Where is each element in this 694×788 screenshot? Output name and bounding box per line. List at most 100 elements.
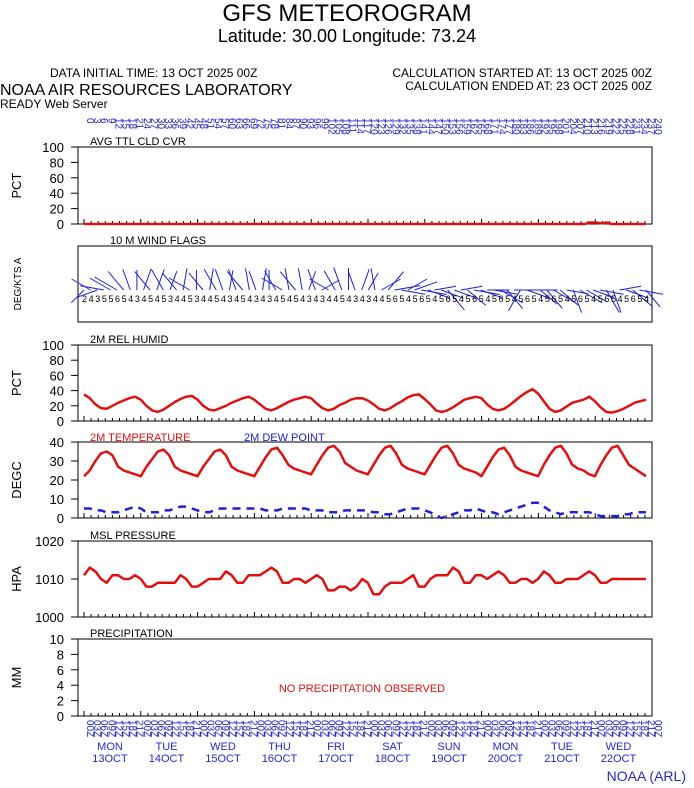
utc-time-label: 06Z bbox=[212, 720, 223, 737]
wind-speed-label: 5 bbox=[545, 294, 550, 304]
wind-speed-label: 4 bbox=[300, 294, 305, 304]
date-label: 20OCT bbox=[488, 753, 524, 765]
wind-speed-label: 5 bbox=[214, 294, 219, 304]
utc-time-label: 00Z bbox=[141, 720, 152, 737]
forecast-hour-label: 201 bbox=[560, 118, 571, 135]
wind-flag bbox=[333, 267, 343, 291]
wind-flag bbox=[297, 268, 303, 291]
forecast-hour-label: 81 bbox=[276, 118, 287, 130]
wind-speed-label: 5 bbox=[161, 294, 166, 304]
forecast-hour-label: 183 bbox=[517, 118, 528, 135]
wind-flag bbox=[645, 289, 661, 308]
wind-flag bbox=[162, 272, 177, 291]
wind-speed-label: 4 bbox=[459, 294, 464, 304]
temperature-legend: 2M TEMPERATURE bbox=[90, 432, 190, 444]
utc-time-label: 06Z bbox=[382, 720, 393, 737]
utc-time-label: 18Z bbox=[411, 720, 422, 737]
wind-speed-label: 5 bbox=[148, 294, 153, 304]
forecast-hour-label: 18 bbox=[127, 118, 138, 130]
forecast-hour-label: 237 bbox=[645, 118, 656, 135]
forecast-hour-label: 60 bbox=[226, 118, 237, 130]
day-of-week-label: MON bbox=[97, 741, 123, 753]
utc-time-label: 06Z bbox=[269, 720, 280, 737]
day-of-week-label: THU bbox=[268, 741, 291, 753]
utc-time-label: 15Z bbox=[347, 720, 358, 737]
wind-speed-label: 3 bbox=[227, 294, 232, 304]
wind-flag bbox=[134, 271, 151, 291]
utc-time-label: 15Z bbox=[460, 720, 471, 737]
utc-time-label: 21Z bbox=[247, 720, 258, 737]
wind-flag bbox=[500, 289, 524, 304]
wind-flag bbox=[122, 269, 131, 291]
forecast-hour-label: 192 bbox=[538, 118, 549, 135]
utc-time-label: 18Z bbox=[240, 720, 251, 737]
wind-speed-label: 4 bbox=[234, 294, 239, 304]
forecast-hour-label: 210 bbox=[581, 118, 592, 135]
y-tick-label: 40 bbox=[50, 384, 64, 399]
day-of-week-label: WED bbox=[606, 741, 632, 753]
forecast-hour-label: 165 bbox=[475, 118, 486, 135]
utc-time-label: 18Z bbox=[638, 720, 649, 737]
forecast-hour-label: 225 bbox=[617, 118, 628, 135]
wind-speed-label: 5 bbox=[598, 294, 603, 304]
forecast-hour-label: 108 bbox=[340, 118, 351, 135]
wind-speed-label: 5 bbox=[584, 294, 589, 304]
forecast-hour-label: 72 bbox=[254, 118, 265, 130]
forecast-hour-label: 54 bbox=[212, 118, 223, 130]
utc-time-label: 03Z bbox=[432, 720, 443, 737]
wind-speed-label: 6 bbox=[393, 294, 398, 304]
forecast-hour-label: 189 bbox=[531, 118, 542, 135]
wind-speed-label: 3 bbox=[307, 294, 312, 304]
utc-time-label: 21Z bbox=[134, 720, 145, 737]
wind-flag bbox=[480, 289, 504, 299]
date-label: 13OCT bbox=[92, 753, 128, 765]
utc-time-label: 12Z bbox=[340, 720, 351, 737]
temp-panel-y-axis: 0 10 20 30 40 DEGC bbox=[9, 435, 78, 526]
utc-time-label: 00Z bbox=[425, 720, 436, 737]
forecast-hour-labels: 0369121518212427303336394245485154576063… bbox=[84, 118, 663, 135]
wind-flag bbox=[70, 289, 85, 304]
wind-speed-label: 4 bbox=[201, 294, 206, 304]
forecast-hour-label: 9 bbox=[105, 118, 116, 124]
wind-speed-label: 5 bbox=[386, 294, 391, 304]
utc-time-label: 21Z bbox=[475, 720, 486, 737]
wind-speed-label: 4 bbox=[565, 294, 570, 304]
wind-speed-label: 5 bbox=[452, 294, 457, 304]
precip-annotation: NO PRECIPITATION OBSERVED bbox=[279, 683, 445, 695]
wind-flag bbox=[559, 289, 579, 306]
utc-time-label: 00Z bbox=[652, 720, 663, 737]
forecast-hour-label: 3 bbox=[91, 118, 102, 124]
forecast-hour-label: 63 bbox=[233, 118, 244, 130]
wind-speed-label: 5 bbox=[492, 294, 497, 304]
wind-panel-title: 10 M WIND FLAGS bbox=[110, 235, 206, 247]
forecast-hour-label: 135 bbox=[404, 118, 415, 135]
wind-speed-label: 4 bbox=[287, 294, 292, 304]
wind-speed-label: 5 bbox=[241, 294, 246, 304]
utc-time-label: 06Z bbox=[553, 720, 564, 737]
wind-speed-label: 5 bbox=[426, 294, 431, 304]
date-label: 15OCT bbox=[205, 753, 241, 765]
forecast-hour-label: 228 bbox=[624, 118, 635, 135]
wind-flag bbox=[639, 289, 664, 295]
wind-speed-label: 6 bbox=[115, 294, 120, 304]
y-tick-label: 1010 bbox=[35, 572, 64, 587]
utc-time-label: 21Z bbox=[361, 720, 372, 737]
wind-flag bbox=[245, 268, 250, 291]
y-tick-label: 4 bbox=[57, 678, 64, 693]
wind-flag bbox=[572, 289, 582, 313]
utc-time-label: 21Z bbox=[645, 720, 656, 737]
utc-time-label: 06Z bbox=[155, 720, 166, 737]
pressure-panel-title: MSL PRESSURE bbox=[90, 530, 176, 542]
utc-time-label: 00Z bbox=[198, 720, 209, 737]
wind-speed-label: 5 bbox=[399, 294, 404, 304]
wind-flag bbox=[447, 289, 465, 311]
wind-speed-label: 4 bbox=[208, 294, 213, 304]
wind-speed-label: 5 bbox=[611, 294, 616, 304]
rh-panel-frame bbox=[77, 344, 653, 422]
wind-flag bbox=[309, 278, 329, 291]
forecast-hour-label: 240 bbox=[652, 118, 663, 135]
utc-time-label: 15Z bbox=[404, 720, 415, 737]
temperature-series bbox=[83, 444, 647, 478]
utc-time-label: 18Z bbox=[183, 720, 194, 737]
